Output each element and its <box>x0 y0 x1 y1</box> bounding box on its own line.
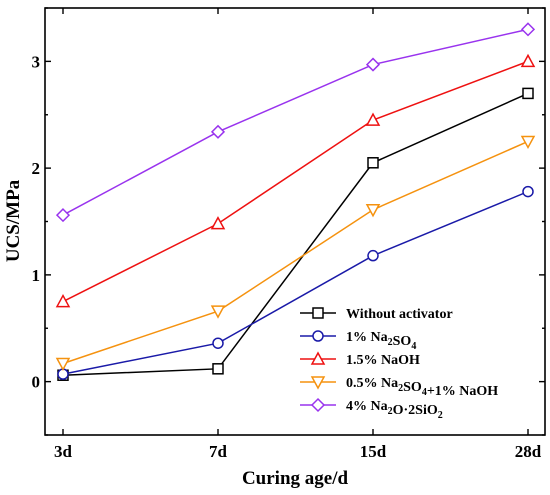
data-point-2-3 <box>520 53 536 68</box>
data-point-3-0 <box>55 357 71 372</box>
data-point-0-1 <box>212 363 224 375</box>
legend-marker-0 <box>312 307 324 319</box>
legend-marker-1 <box>312 330 324 342</box>
data-point-4-2 <box>365 57 381 72</box>
legend-label-4: 4% Na2O·2SiO2 <box>346 399 443 421</box>
y-axis-title: UCS/MPa <box>3 179 24 262</box>
legend-marker-3 <box>310 376 326 390</box>
series-line-1 <box>62 190 529 375</box>
data-point-1-2 <box>367 249 379 262</box>
legend-label-1: 1% Na2SO4 <box>346 330 416 352</box>
data-point-4-0 <box>55 208 71 223</box>
y-tick-label: 3 <box>32 52 41 71</box>
y-tick-label: 1 <box>32 266 41 285</box>
data-point-4-3 <box>520 22 536 37</box>
x-tick-label: 3d <box>54 442 73 461</box>
legend-label-3: 0.5% Na2SO4+1% NaOH <box>346 376 498 399</box>
x-axis-title: Curing age/d <box>242 468 349 489</box>
data-point-0-2 <box>367 157 379 169</box>
series-lines <box>62 28 529 376</box>
series-line-0 <box>62 92 529 376</box>
series-line-3 <box>62 140 529 365</box>
plot-frame <box>44 7 546 436</box>
y-tick-label: 2 <box>32 159 41 178</box>
data-point-2-2 <box>365 112 381 126</box>
data-point-3-2 <box>365 204 381 218</box>
axis-ticks: 0 1 2 3 3d 7d 15d 28d <box>32 7 545 461</box>
legend-marker-4 <box>310 397 326 413</box>
series-line-2 <box>62 60 529 303</box>
data-point-2-1 <box>210 216 226 230</box>
data-point-1-3 <box>522 185 534 198</box>
legend-label-2: 1.5% NaOH <box>346 353 420 368</box>
legend-marker-2 <box>310 351 326 365</box>
y-tick-label: 0 <box>32 373 41 392</box>
x-tick-label: 15d <box>360 442 387 461</box>
series-line-4 <box>62 28 529 216</box>
x-tick-label: 7d <box>209 442 228 461</box>
data-point-3-1 <box>210 305 226 319</box>
data-point-4-1 <box>210 124 226 139</box>
data-point-0-3 <box>522 87 534 100</box>
data-point-2-0 <box>55 293 71 308</box>
data-point-1-1 <box>212 337 224 349</box>
series-markers <box>55 22 536 381</box>
x-tick-label: 28d <box>515 442 542 461</box>
legend-label-0: Without activator <box>346 307 453 322</box>
data-point-3-3 <box>520 135 536 150</box>
